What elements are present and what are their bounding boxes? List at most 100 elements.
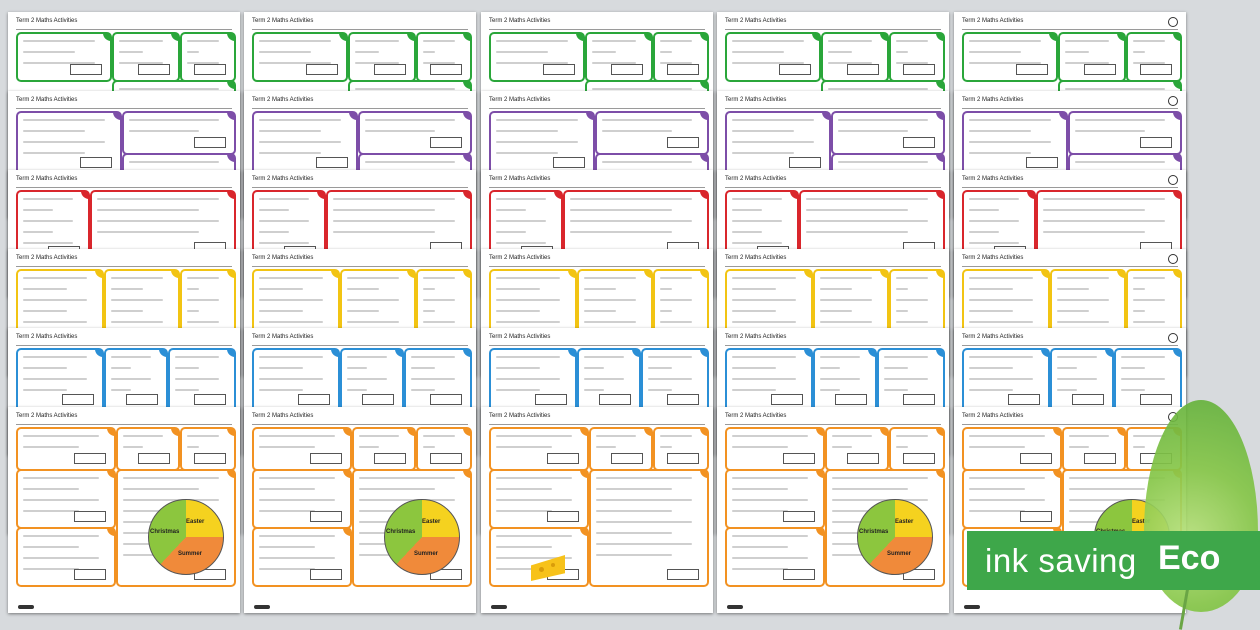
- sheet-title: Term 2 Maths Activities: [489, 176, 551, 182]
- question-box: [180, 427, 236, 471]
- text-line: [496, 356, 560, 358]
- question-box: [90, 190, 236, 260]
- text-line: [496, 499, 572, 501]
- text-line: [1057, 356, 1097, 358]
- question-number-tab: [936, 154, 944, 162]
- question-box: [831, 111, 945, 155]
- text-line: [1057, 367, 1077, 369]
- question-number-tab: [171, 33, 179, 41]
- text-line: [828, 51, 852, 53]
- sheet-title: Term 2 Maths Activities: [16, 18, 78, 24]
- text-line: [496, 367, 540, 369]
- text-line: [496, 141, 578, 143]
- question-box: [404, 348, 472, 412]
- text-line: [259, 477, 335, 479]
- answer-box: [194, 394, 226, 405]
- text-line: [648, 378, 692, 380]
- question-number-tab: [880, 270, 888, 278]
- text-line: [23, 446, 79, 448]
- text-line: [496, 288, 540, 290]
- text-line: [732, 119, 814, 121]
- question-box: [16, 111, 122, 175]
- text-line: [732, 389, 776, 391]
- text-line: [732, 51, 784, 53]
- text-line: [584, 356, 624, 358]
- text-line: [969, 435, 1045, 437]
- sheet-header: Term 2 Maths Activities: [725, 333, 941, 346]
- sheet-title: Term 2 Maths Activities: [489, 413, 551, 419]
- holiday-pie-chart: [384, 499, 460, 575]
- text-line: [496, 321, 560, 323]
- text-line: [660, 40, 692, 42]
- text-line: [496, 546, 552, 548]
- text-line: [23, 209, 53, 211]
- text-line: [596, 488, 672, 490]
- question-box: [489, 427, 589, 471]
- text-line: [648, 367, 672, 369]
- text-line: [423, 51, 435, 53]
- answer-box: [1016, 64, 1048, 75]
- text-line: [423, 288, 435, 290]
- question-number-tab: [407, 33, 415, 41]
- answer-box: [783, 511, 815, 522]
- question-number-tab: [936, 81, 944, 89]
- text-line: [359, 477, 455, 479]
- answer-box: [835, 394, 867, 405]
- text-line: [732, 231, 762, 233]
- text-line: [1133, 288, 1145, 290]
- question-box: [252, 32, 348, 82]
- sheet-header: Term 2 Maths Activities: [962, 333, 1178, 346]
- question-number-tab: [95, 270, 103, 278]
- sheet-header: Term 2 Maths Activities: [252, 412, 468, 425]
- text-line: [969, 378, 1033, 380]
- question-number-tab: [463, 349, 471, 357]
- answer-box: [847, 453, 879, 464]
- answer-box: [138, 64, 170, 75]
- text-line: [259, 209, 289, 211]
- pie-label-summer: Summer: [178, 551, 203, 557]
- sheet-title: Term 2 Maths Activities: [489, 18, 551, 24]
- text-line: [732, 488, 788, 490]
- text-line: [259, 356, 323, 358]
- question-box: [825, 427, 889, 471]
- question-number-tab: [816, 428, 824, 436]
- text-line: [1121, 356, 1165, 358]
- text-line: [596, 435, 636, 437]
- question-number-tab: [1173, 112, 1181, 120]
- question-box: [16, 527, 116, 587]
- text-line: [97, 231, 199, 233]
- question-box: [813, 348, 877, 412]
- text-line: [23, 389, 67, 391]
- question-box: [416, 32, 472, 82]
- text-line: [496, 51, 548, 53]
- text-line: [119, 51, 143, 53]
- sheet-header: Term 2 Maths Activities: [489, 175, 705, 188]
- text-line: [732, 546, 788, 548]
- question-number-tab: [407, 270, 415, 278]
- text-line: [1057, 310, 1089, 312]
- text-line: [1065, 51, 1089, 53]
- question-number-tab: [107, 428, 115, 436]
- sheet-header: Term 2 Maths Activities: [725, 412, 941, 425]
- question-number-tab: [395, 349, 403, 357]
- sheet-header: Term 2 Maths Activities: [725, 96, 941, 109]
- text-line: [355, 88, 455, 90]
- answer-box: [903, 137, 935, 148]
- question-box: [821, 32, 889, 82]
- sheet-header: Term 2 Maths Activities: [962, 96, 1178, 109]
- text-line: [23, 546, 79, 548]
- text-line: [732, 299, 796, 301]
- text-line: [97, 209, 199, 211]
- answer-box: [430, 394, 462, 405]
- text-line: [129, 130, 199, 132]
- question-box: [489, 111, 595, 175]
- text-line: [111, 378, 151, 380]
- text-line: [347, 321, 399, 323]
- question-number-tab: [580, 528, 588, 536]
- text-line: [969, 119, 1051, 121]
- question-number-tab: [1059, 112, 1067, 120]
- text-line: [23, 499, 99, 501]
- question-number-tab: [568, 349, 576, 357]
- pie-label-christmas: Christmas: [859, 529, 889, 535]
- text-line: [259, 510, 315, 512]
